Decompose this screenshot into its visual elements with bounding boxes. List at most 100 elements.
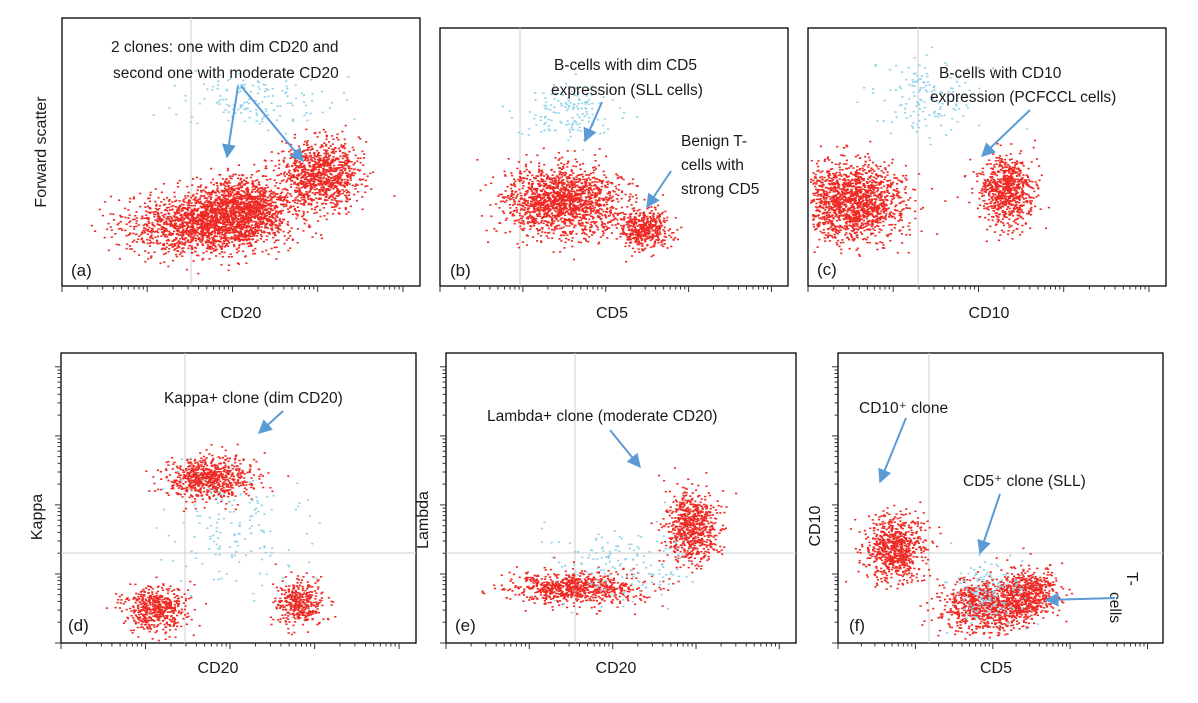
event-dot [177, 220, 180, 222]
event-dot [522, 185, 525, 187]
event-dot [351, 171, 354, 174]
event-dot [323, 152, 326, 155]
event-dot [293, 137, 296, 139]
event-dot [570, 174, 573, 176]
event-dot [125, 223, 128, 225]
event-dot [337, 178, 340, 180]
event-dot [156, 211, 159, 214]
event-dot [222, 98, 225, 101]
event-dot [220, 212, 223, 215]
event-dot [194, 233, 197, 235]
event-dot [554, 181, 557, 184]
event-dot [553, 199, 556, 202]
event-dot [281, 140, 284, 143]
event-dot [298, 193, 301, 196]
event-dot [621, 190, 624, 192]
event-dot [240, 202, 243, 204]
event-dot [628, 196, 631, 198]
event-dot [207, 200, 211, 202]
event-dot [239, 239, 242, 241]
event-dot [196, 215, 199, 217]
event-dot [107, 249, 110, 252]
event-dot [250, 230, 253, 232]
event-dot [208, 245, 211, 248]
event-dot [212, 220, 215, 223]
event-dot [550, 223, 553, 225]
event-dot [344, 159, 347, 162]
event-dot [300, 183, 303, 186]
event-dot [302, 183, 305, 185]
event-dot [222, 203, 225, 206]
event-dot [275, 220, 278, 222]
event-dot [237, 218, 240, 220]
event-dot [241, 228, 244, 230]
event-dot [308, 165, 311, 167]
event-dot [549, 198, 552, 200]
event-dot [167, 218, 170, 220]
event-dot [359, 169, 362, 172]
event-dot [337, 192, 340, 194]
event-dot [187, 212, 190, 215]
event-dot [243, 101, 246, 104]
event-dot [202, 215, 205, 217]
event-dot [217, 228, 220, 230]
event-dot [345, 196, 348, 199]
event-dot [282, 200, 285, 202]
event-dot [537, 171, 540, 173]
event-dot [322, 176, 325, 178]
event-dot [559, 171, 563, 174]
event-dot [245, 200, 248, 202]
event-dot [525, 178, 529, 180]
event-dot [345, 160, 349, 162]
event-dot [331, 148, 334, 150]
event-dot [265, 179, 269, 181]
event-dot [90, 224, 93, 227]
event-dot [264, 165, 268, 168]
event-dot [276, 193, 279, 195]
event-dot [209, 241, 212, 244]
event-dot [230, 256, 233, 258]
event-dot [593, 176, 596, 179]
event-dot [211, 178, 215, 181]
event-dot [595, 209, 598, 212]
event-dot [233, 185, 236, 187]
event-dot [311, 180, 314, 182]
event-dot [300, 173, 303, 175]
event-dot [266, 199, 269, 202]
event-dot [255, 215, 258, 218]
event-dot [519, 192, 522, 194]
event-dot [224, 200, 227, 202]
event-dot [210, 223, 213, 225]
event-dot [272, 232, 275, 235]
event-dot [196, 199, 199, 202]
event-dot [595, 224, 598, 227]
event-dot [574, 194, 577, 196]
event-dot [129, 225, 132, 228]
plot-frame [439, 27, 789, 287]
event-dot [561, 204, 564, 206]
event-dot [353, 118, 356, 121]
event-dot [214, 248, 217, 251]
event-dot [275, 211, 278, 213]
event-dot [256, 179, 259, 181]
event-dot [359, 179, 362, 181]
event-dot [209, 211, 212, 214]
event-dot [202, 195, 205, 198]
event-dot [277, 227, 280, 229]
event-dot [542, 210, 545, 213]
event-dot [157, 223, 160, 226]
event-dot [186, 185, 189, 188]
event-dot [336, 179, 339, 182]
event-dot [228, 224, 231, 226]
event-dot [582, 231, 586, 234]
event-dot [162, 183, 165, 185]
event-dot [240, 197, 243, 200]
event-dot [240, 226, 243, 228]
event-dot [206, 205, 209, 208]
event-dot [348, 191, 351, 194]
event-dot [230, 187, 233, 189]
event-dot [156, 235, 160, 238]
event-dot [135, 217, 138, 219]
event-dot [300, 186, 303, 189]
event-dot [310, 208, 313, 210]
